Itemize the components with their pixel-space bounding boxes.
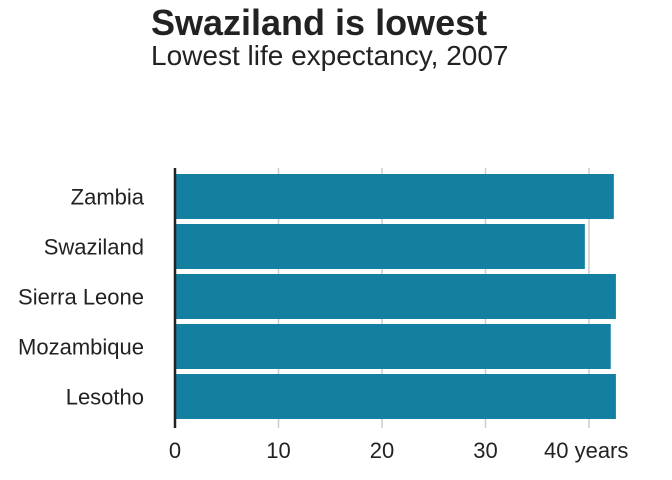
bar-lesotho bbox=[175, 374, 616, 419]
bar-mozambique bbox=[175, 324, 611, 369]
x-tick-labels: 0 10 20 30 40 years bbox=[169, 438, 629, 463]
bars bbox=[175, 174, 616, 419]
category-label: Lesotho bbox=[66, 385, 144, 410]
category-label: Swaziland bbox=[44, 235, 144, 260]
x-tick-label: 10 bbox=[266, 438, 290, 463]
bar-sierra-leone bbox=[175, 274, 616, 319]
x-tick-label: 0 bbox=[169, 438, 181, 463]
x-tick-label: 40 years bbox=[544, 438, 628, 463]
category-labels: Zambia Swaziland Sierra Leone Mozambique Les… bbox=[18, 185, 145, 410]
bar-swaziland bbox=[175, 224, 585, 269]
x-tick-label: 20 bbox=[370, 438, 394, 463]
bar-zambia bbox=[175, 174, 614, 219]
x-tick-label: 30 bbox=[473, 438, 497, 463]
category-label: Sierra Leone bbox=[18, 285, 144, 310]
category-label: Zambia bbox=[71, 185, 145, 210]
chart-subtitle: Lowest life expectancy, 2007 bbox=[151, 40, 509, 71]
category-label: Mozambique bbox=[18, 335, 144, 360]
chart-title: Swaziland is lowest bbox=[151, 2, 488, 43]
